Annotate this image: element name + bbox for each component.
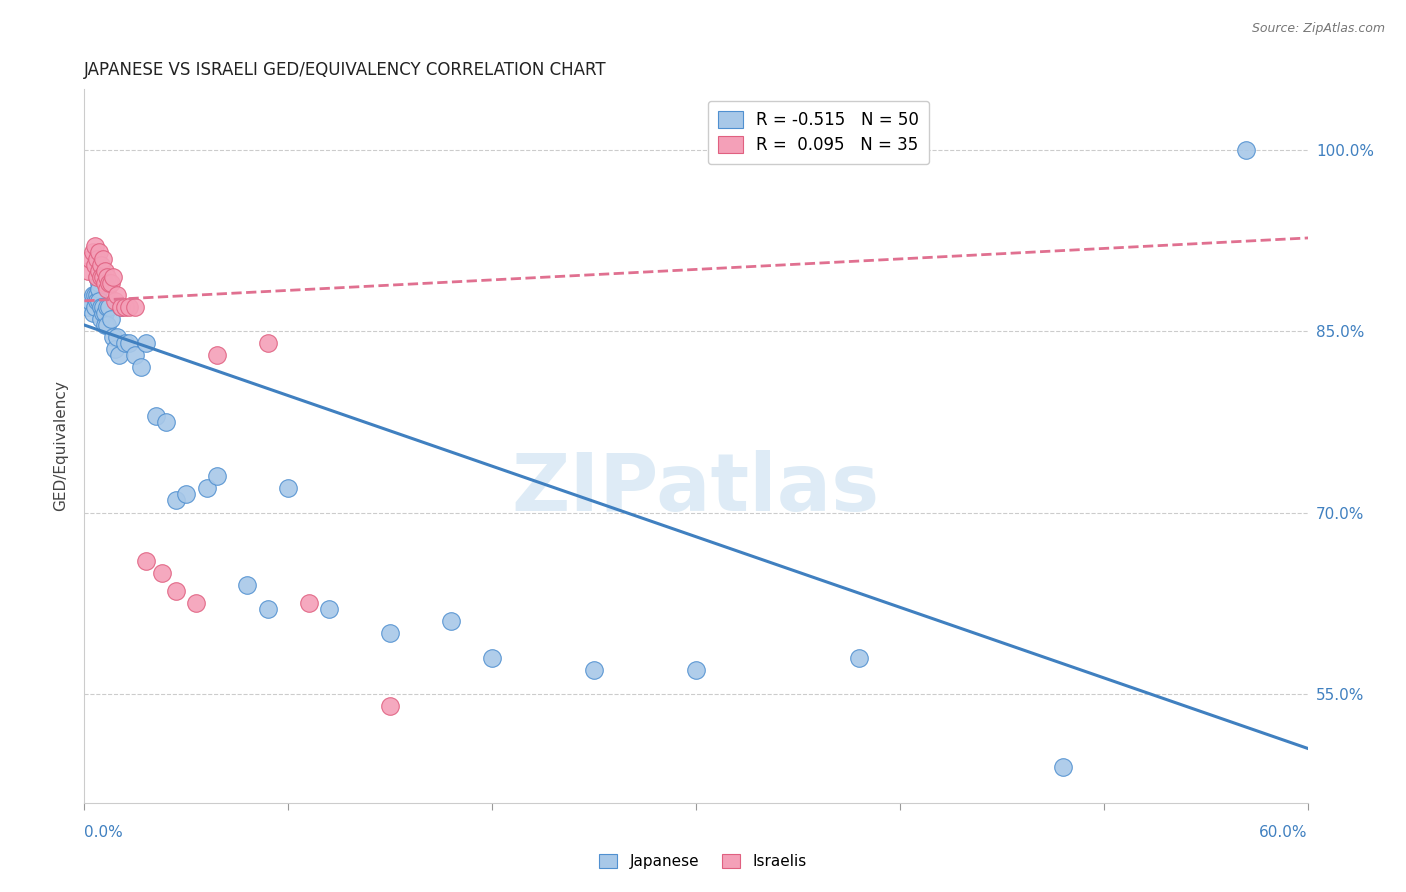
Point [101, 330, 124, 344]
Point [277, 481, 299, 495]
Point [87, 276, 110, 290]
Point [1236, 143, 1258, 157]
Point [105, 330, 128, 344]
Point [257, 336, 280, 351]
Point [91, 300, 114, 314]
Point [114, 336, 136, 351]
Point [583, 663, 606, 677]
Point [257, 602, 280, 616]
Point [165, 493, 187, 508]
Point [86, 252, 108, 266]
Point [318, 602, 340, 616]
Point [440, 615, 463, 629]
Point [100, 276, 122, 290]
Point [97, 300, 120, 314]
Point [91, 252, 114, 266]
Point [165, 584, 187, 599]
Point [93, 318, 117, 332]
Point [82, 306, 104, 320]
Legend: R = -0.515   N = 50, R =  0.095   N = 35: R = -0.515 N = 50, R = 0.095 N = 35 [707, 101, 929, 164]
Point [82, 288, 104, 302]
Point [135, 554, 157, 568]
Point [77, 300, 100, 314]
Point [124, 300, 146, 314]
Point [100, 312, 122, 326]
Point [83, 258, 105, 272]
Point [848, 650, 870, 665]
Point [1052, 759, 1074, 773]
Point [205, 348, 228, 362]
Point [86, 269, 108, 284]
Point [104, 343, 127, 357]
Point [93, 263, 117, 277]
Point [96, 269, 118, 284]
Point [86, 288, 108, 302]
Point [77, 263, 100, 277]
Point [114, 300, 136, 314]
Point [83, 300, 105, 314]
Point [79, 293, 101, 308]
Point [90, 269, 112, 284]
Point [87, 293, 110, 308]
Point [481, 650, 503, 665]
Point [110, 300, 132, 314]
Point [86, 293, 108, 308]
Point [110, 300, 132, 314]
Text: 60.0%: 60.0% [1260, 824, 1308, 839]
Point [87, 245, 110, 260]
Point [298, 596, 321, 610]
Point [96, 282, 118, 296]
Point [380, 699, 402, 714]
Point [105, 288, 128, 302]
Point [90, 300, 112, 314]
Point [90, 312, 112, 326]
Point [86, 269, 108, 284]
Point [104, 293, 127, 308]
Point [685, 663, 707, 677]
Point [131, 360, 153, 375]
Point [118, 336, 141, 351]
Point [118, 300, 141, 314]
Point [135, 336, 157, 351]
Point [186, 596, 208, 610]
Point [236, 578, 259, 592]
Point [83, 288, 105, 302]
Point [87, 282, 110, 296]
Point [96, 300, 118, 314]
Text: Source: ZipAtlas.com: Source: ZipAtlas.com [1251, 22, 1385, 36]
Point [79, 252, 101, 266]
Point [145, 409, 167, 423]
Point [91, 269, 114, 284]
Point [150, 566, 173, 580]
Point [91, 306, 114, 320]
Point [96, 318, 118, 332]
Point [380, 626, 402, 640]
Point [90, 258, 112, 272]
Point [725, 143, 748, 157]
Point [101, 269, 124, 284]
Point [124, 348, 146, 362]
Legend: Japanese, Israelis: Japanese, Israelis [593, 848, 813, 875]
Y-axis label: GED/Equivalency: GED/Equivalency [53, 381, 69, 511]
Point [108, 348, 131, 362]
Point [155, 415, 177, 429]
Point [205, 469, 228, 483]
Point [87, 263, 110, 277]
Text: ZIPatlas: ZIPatlas [512, 450, 880, 528]
Point [93, 276, 117, 290]
Point [176, 487, 198, 501]
Text: JAPANESE VS ISRAELI GED/EQUIVALENCY CORRELATION CHART: JAPANESE VS ISRAELI GED/EQUIVALENCY CORR… [84, 62, 607, 79]
Point [97, 276, 120, 290]
Point [82, 245, 104, 260]
Point [195, 481, 218, 495]
Text: 0.0%: 0.0% [84, 824, 124, 839]
Point [83, 239, 105, 253]
Point [93, 306, 117, 320]
